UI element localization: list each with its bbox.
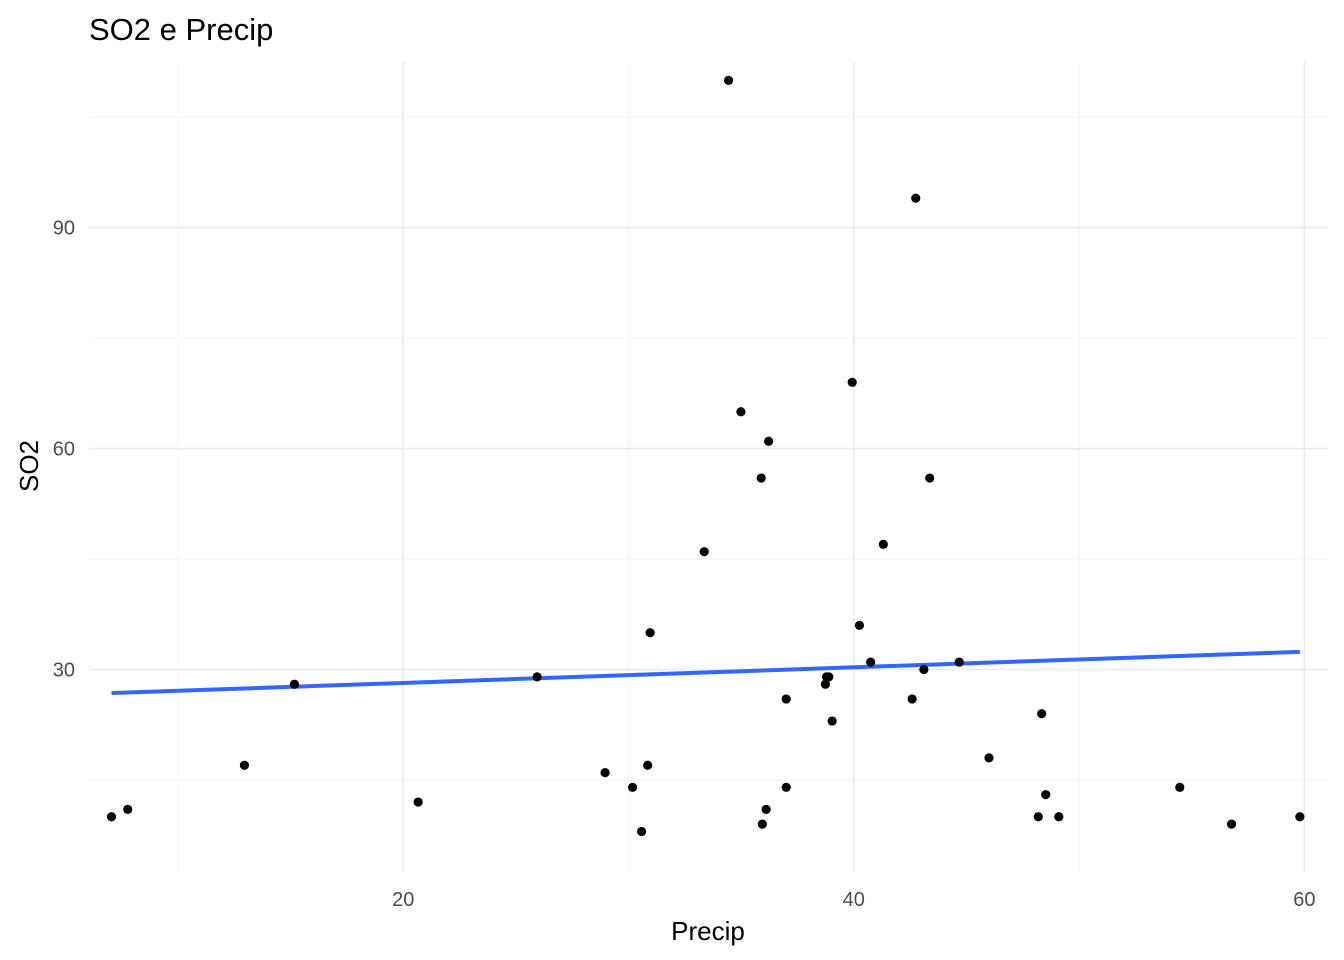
data-point [1295, 812, 1305, 822]
data-point [532, 672, 542, 682]
data-point [954, 657, 964, 667]
data-point [636, 826, 647, 837]
data-point [781, 694, 791, 704]
x-tick-label: 40 [843, 889, 865, 911]
data-point [600, 767, 610, 778]
data-point [723, 75, 734, 86]
data-point [764, 436, 774, 446]
y-axis-title: SO2 [14, 440, 44, 492]
y-tick-label: 60 [53, 439, 75, 461]
data-point [413, 797, 423, 807]
data-points [106, 75, 1305, 837]
fit-line-layer [111, 649, 1300, 696]
data-point [699, 547, 709, 557]
data-point [827, 716, 837, 726]
data-point [1037, 709, 1047, 719]
y-tick-label: 90 [53, 218, 75, 240]
data-point [239, 760, 250, 770]
data-point [781, 782, 791, 792]
data-point [123, 804, 133, 815]
data-point [1033, 812, 1043, 822]
data-point [1054, 812, 1064, 822]
data-point [736, 407, 746, 417]
y-tick-label: 30 [53, 660, 75, 682]
data-point [925, 473, 935, 483]
y-tick-labels: 30 60 90 [53, 218, 75, 682]
data-point [847, 377, 857, 387]
data-point [627, 782, 638, 792]
data-point [645, 628, 655, 638]
data-point [289, 679, 300, 689]
data-point [1226, 819, 1237, 829]
regression-line [111, 649, 1300, 696]
data-point [1041, 790, 1051, 800]
data-point [820, 679, 831, 689]
data-point [984, 753, 994, 763]
data-point [761, 804, 771, 815]
data-point [757, 819, 767, 829]
data-point [643, 760, 653, 770]
major-gridlines [89, 62, 1328, 872]
data-point [878, 539, 888, 549]
x-axis-title: Precip [671, 916, 745, 946]
data-point [824, 672, 834, 682]
data-point [756, 473, 766, 483]
minor-gridlines [89, 62, 1328, 872]
data-point [866, 657, 876, 667]
data-point [854, 620, 865, 630]
data-point [919, 664, 929, 675]
data-point [1175, 782, 1185, 792]
x-tick-label: 60 [1293, 889, 1315, 911]
x-tick-label: 20 [392, 889, 414, 911]
data-point [911, 193, 921, 203]
chart-title: SO2 e Precip [89, 12, 273, 47]
data-point [106, 812, 117, 822]
x-tick-labels: 20 40 60 [392, 889, 1315, 911]
data-point [907, 694, 917, 704]
